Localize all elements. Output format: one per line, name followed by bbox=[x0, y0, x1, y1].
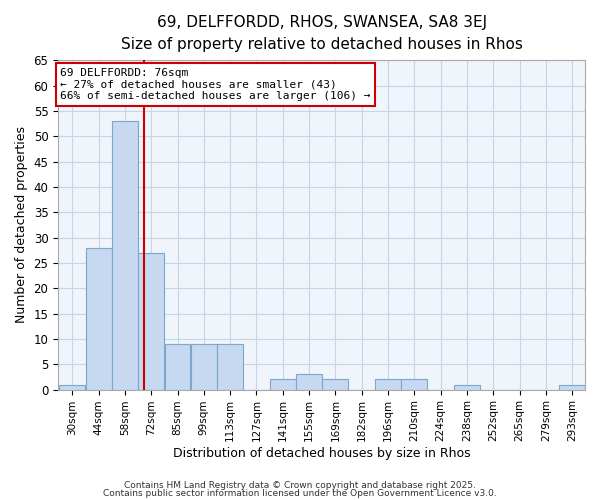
Bar bbox=[375, 380, 401, 390]
Bar bbox=[164, 344, 190, 390]
Text: Contains public sector information licensed under the Open Government Licence v3: Contains public sector information licen… bbox=[103, 489, 497, 498]
X-axis label: Distribution of detached houses by size in Rhos: Distribution of detached houses by size … bbox=[173, 447, 470, 460]
Bar bbox=[559, 384, 585, 390]
Bar bbox=[296, 374, 322, 390]
Bar bbox=[322, 380, 348, 390]
Bar bbox=[86, 248, 112, 390]
Bar bbox=[270, 380, 296, 390]
Bar bbox=[139, 253, 164, 390]
Title: 69, DELFFORDD, RHOS, SWANSEA, SA8 3EJ
Size of property relative to detached hous: 69, DELFFORDD, RHOS, SWANSEA, SA8 3EJ Si… bbox=[121, 15, 523, 52]
Bar bbox=[191, 344, 217, 390]
Bar bbox=[217, 344, 243, 390]
Text: 69 DELFFORDD: 76sqm
← 27% of detached houses are smaller (43)
66% of semi-detach: 69 DELFFORDD: 76sqm ← 27% of detached ho… bbox=[60, 68, 370, 101]
Bar bbox=[112, 121, 138, 390]
Bar bbox=[59, 384, 85, 390]
Bar bbox=[401, 380, 427, 390]
Y-axis label: Number of detached properties: Number of detached properties bbox=[15, 126, 28, 324]
Bar bbox=[454, 384, 480, 390]
Text: Contains HM Land Registry data © Crown copyright and database right 2025.: Contains HM Land Registry data © Crown c… bbox=[124, 480, 476, 490]
